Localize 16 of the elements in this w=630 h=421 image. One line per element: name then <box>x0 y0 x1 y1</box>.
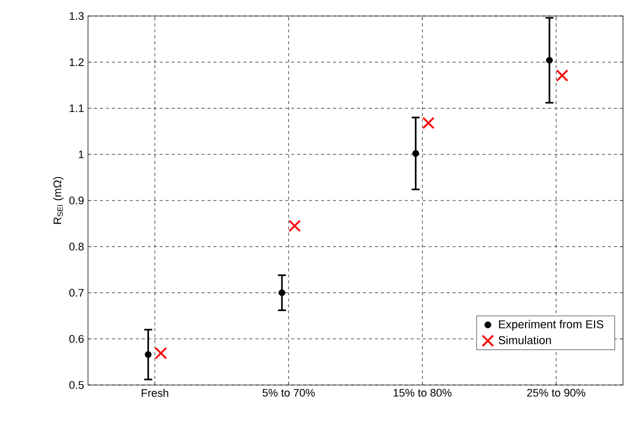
x-tick-label: 25% to 90% <box>527 388 586 397</box>
y-tick-label: 1.2 <box>70 58 84 66</box>
legend-label: Experiment from EIS <box>499 320 604 331</box>
y-tick-label: 0.6 <box>69 335 84 343</box>
y-tick-label: 1 <box>78 150 84 158</box>
y-tick-label: 0.9 <box>69 196 84 204</box>
x-tick-label: Fresh <box>142 388 168 397</box>
x-tick-label: 15% to 80% <box>394 388 452 397</box>
y-tick-label: 1.1 <box>70 104 84 112</box>
y-tick-label: 0.8 <box>69 242 84 251</box>
legend-label: Simulation <box>498 336 551 344</box>
y-axis-title: R$_{SEI}$ (mΩ) <box>53 176 64 224</box>
y-tick-label: 1.3 <box>70 12 84 20</box>
x-tick-label: 5% to 70% <box>262 388 315 397</box>
y-tick-label: 0.5 <box>69 381 84 389</box>
y-tick-label: 0.7 <box>69 288 84 297</box>
